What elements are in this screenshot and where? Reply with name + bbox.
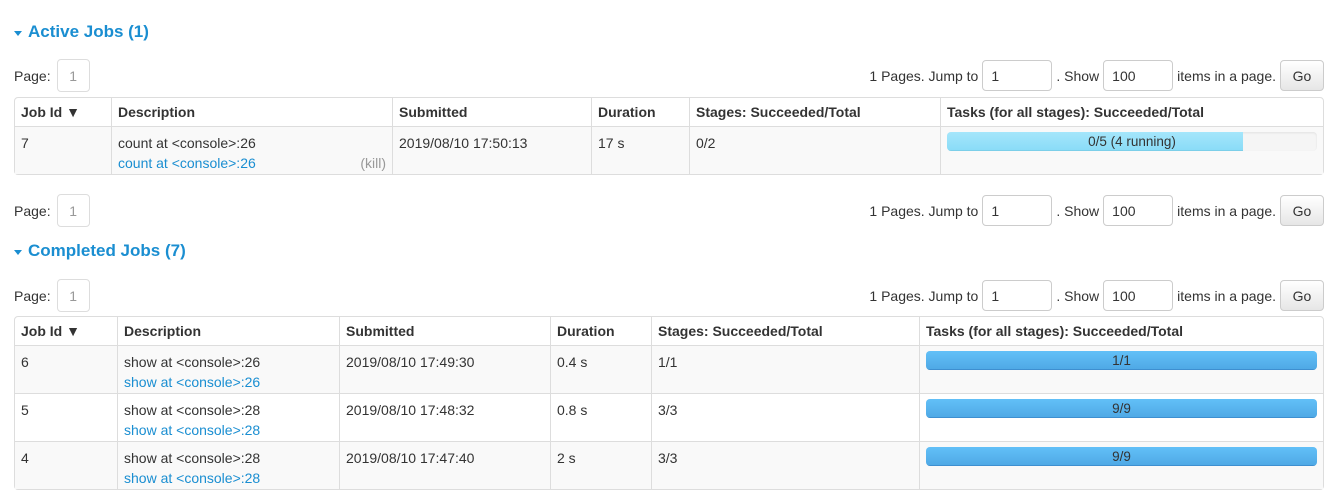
column-header[interactable]: Submitted (339, 317, 550, 345)
column-header[interactable]: Tasks (for all stages): Succeeded/Total (919, 317, 1323, 345)
tasks-progress-bar: 0/5 (4 running) (947, 132, 1317, 151)
column-header[interactable]: Job Id ▼ (21, 323, 80, 339)
active-jobs-toggle[interactable]: Active Jobs (1) (14, 22, 149, 42)
column-header[interactable]: Duration (550, 317, 651, 345)
tasks-progress-text: 9/9 (1112, 401, 1131, 416)
job-description: show at <console>:26 (124, 354, 261, 370)
completed-jobs-heading: Completed Jobs (7) (28, 241, 186, 260)
tasks-progress-text: 9/9 (1112, 449, 1131, 464)
go-button[interactable]: Go (1280, 60, 1324, 91)
page-1-link[interactable]: 1 (56, 59, 90, 92)
job-link[interactable]: show at <console>:26 (124, 374, 261, 390)
duration: 0.4 s (550, 345, 651, 393)
stages-progress: 1/1 (651, 345, 919, 393)
stages-progress: 3/3 (651, 393, 919, 441)
submitted-time: 2019/08/10 17:49:30 (339, 345, 550, 393)
show-text: . Show (1056, 67, 1100, 84)
column-header[interactable]: Tasks (for all stages): Succeeded/Total (940, 98, 1323, 126)
pages-text: 1 Pages. Jump to (869, 202, 979, 219)
job-id: 4 (15, 441, 117, 489)
page-1-link[interactable]: 1 (56, 194, 90, 227)
page-size-input[interactable] (1103, 280, 1174, 311)
job-link[interactable]: show at <console>:28 (124, 470, 261, 486)
duration: 17 s (591, 126, 689, 174)
pagination-active-top: Page: 1 1 Pages. Jump to . Show items in… (14, 59, 1324, 92)
job-description: count at <console>:26 (118, 135, 256, 151)
jump-to-page-input[interactable] (982, 60, 1053, 91)
column-header[interactable]: Stages: Succeeded/Total (689, 98, 940, 126)
job-description: show at <console>:28 (124, 402, 261, 418)
column-header[interactable]: Stages: Succeeded/Total (651, 317, 919, 345)
page-size-input[interactable] (1103, 60, 1174, 91)
page-size-input[interactable] (1103, 195, 1174, 226)
go-button[interactable]: Go (1280, 195, 1324, 226)
pagination-completed-top: Page: 1 1 Pages. Jump to . Show items in… (14, 279, 1324, 312)
tasks-progress-bar: 1/1 (926, 351, 1317, 370)
items-text: items in a page. (1177, 287, 1276, 304)
tasks-progress-bar: 9/9 (926, 447, 1317, 466)
show-text: . Show (1056, 202, 1100, 219)
tasks-progress-text: 0/5 (4 running) (1088, 134, 1176, 149)
job-link[interactable]: count at <console>:26 (118, 155, 256, 171)
kill-link[interactable]: (kill) (360, 155, 386, 171)
column-header[interactable]: Submitted (392, 98, 591, 126)
table-row: 5 show at <console>:28 show at <console>… (15, 393, 1323, 441)
items-text: items in a page. (1177, 67, 1276, 84)
table-row: 4 show at <console>:28 show at <console>… (15, 441, 1323, 489)
submitted-time: 2019/08/10 17:47:40 (339, 441, 550, 489)
column-header[interactable]: Description (111, 98, 392, 126)
table-row: 6 show at <console>:26 show at <console>… (15, 345, 1323, 393)
succeeded-fill (926, 351, 1317, 370)
completed-jobs-toggle[interactable]: Completed Jobs (7) (14, 241, 186, 261)
collapse-arrow-icon (14, 249, 22, 255)
job-id: 7 (15, 126, 111, 174)
collapse-arrow-icon (14, 30, 22, 36)
page-label: Page: (14, 67, 51, 84)
pages-text: 1 Pages. Jump to (869, 67, 979, 84)
active-jobs-heading: Active Jobs (1) (28, 22, 149, 41)
duration: 0.8 s (550, 393, 651, 441)
column-header[interactable]: Job Id ▼ (21, 104, 80, 120)
go-button[interactable]: Go (1280, 280, 1324, 311)
succeeded-fill (926, 447, 1317, 466)
duration: 2 s (550, 441, 651, 489)
jump-to-page-input[interactable] (982, 195, 1053, 226)
stages-progress: 0/2 (689, 126, 940, 174)
stages-progress: 3/3 (651, 441, 919, 489)
completed-jobs-table: Job Id ▼ Description Submitted Duration Stag… (14, 316, 1324, 490)
job-id: 6 (15, 345, 117, 393)
tasks-progress-text: 1/1 (1112, 353, 1131, 368)
pagination-active-bottom: Page: 1 1 Pages. Jump to . Show items in… (14, 194, 1324, 227)
page-label: Page: (14, 202, 51, 219)
column-header[interactable]: Description (117, 317, 339, 345)
job-id: 5 (15, 393, 117, 441)
submitted-time: 2019/08/10 17:48:32 (339, 393, 550, 441)
running-fill (947, 132, 1243, 151)
page-1-link[interactable]: 1 (56, 279, 90, 312)
table-row: 7 count at <console>:26 (kill) count at <… (15, 126, 1323, 174)
tasks-progress-bar: 9/9 (926, 399, 1317, 418)
pages-text: 1 Pages. Jump to (869, 287, 979, 304)
active-jobs-table: Job Id ▼ Description Submitted Duration Stag… (14, 97, 1324, 175)
column-header[interactable]: Duration (591, 98, 689, 126)
jump-to-page-input[interactable] (982, 280, 1053, 311)
job-link[interactable]: show at <console>:28 (124, 422, 261, 438)
submitted-time: 2019/08/10 17:50:13 (392, 126, 591, 174)
show-text: . Show (1056, 287, 1100, 304)
job-description: show at <console>:28 (124, 450, 261, 466)
page-label: Page: (14, 287, 51, 304)
items-text: items in a page. (1177, 202, 1276, 219)
succeeded-fill (926, 399, 1317, 418)
